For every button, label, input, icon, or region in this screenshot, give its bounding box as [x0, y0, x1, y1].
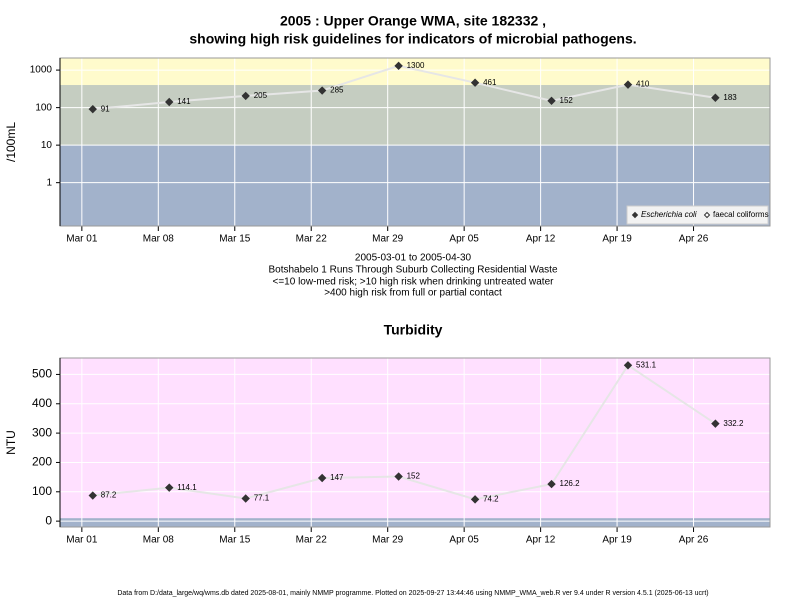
data-point	[547, 96, 556, 105]
y-tick-label: 200	[32, 455, 52, 469]
x-tick-label: Apr 12	[526, 234, 556, 245]
value-label: 74.2	[483, 494, 499, 503]
x-tick-label: Mar 15	[219, 535, 251, 546]
value-label: 285	[330, 86, 344, 95]
data-point	[394, 61, 403, 71]
value-label: 87.2	[101, 491, 117, 500]
y-tick-label: 100	[35, 102, 52, 113]
x-tick-label: Mar 01	[66, 535, 98, 546]
x-tick-label: Mar 08	[143, 234, 175, 245]
y-tick-label: 1000	[30, 65, 53, 76]
data-point	[711, 93, 720, 102]
data-point	[623, 361, 633, 370]
legend-label: faecal coliforms	[713, 210, 769, 219]
data-point	[470, 495, 480, 504]
x-tick-label: Apr 26	[679, 535, 709, 546]
plot-background	[60, 358, 770, 527]
x-tick-label: Mar 01	[66, 234, 98, 245]
x-tick-label: Apr 26	[679, 234, 709, 245]
legend-marker	[631, 211, 639, 219]
value-label: 410	[636, 80, 650, 89]
value-label: 205	[254, 91, 268, 100]
x-tick-label: Apr 12	[526, 535, 556, 546]
y-tick-label: 400	[32, 396, 52, 410]
value-label: 114.1	[177, 483, 197, 492]
data-point	[470, 78, 480, 87]
value-label: 91	[101, 104, 110, 113]
y-tick-label: 100	[32, 484, 52, 498]
value-label: 147	[330, 473, 344, 482]
y-tick-label: 10	[41, 140, 53, 151]
x-tick-label: Apr 19	[602, 535, 632, 546]
value-label: 332.2	[723, 419, 744, 428]
value-label: 461	[483, 78, 497, 87]
x-tick-label: Mar 22	[296, 234, 328, 245]
x-tick-label: Apr 19	[602, 234, 632, 245]
x-tick-label: Mar 22	[296, 535, 328, 546]
data-point	[88, 104, 97, 114]
note: Botshabelo 1 Runs Through Suburb Collect…	[268, 265, 557, 276]
value-label: 152	[560, 96, 574, 105]
value-label: 1300	[407, 61, 425, 70]
value-label: 183	[723, 93, 737, 102]
legend-marker	[703, 211, 711, 219]
y-tick-label: 1	[46, 177, 52, 188]
x-tick-label: Apr 05	[449, 535, 479, 546]
chart-title: Turbidity	[384, 322, 443, 338]
note: 2005-03-01 to 2005-04-30	[355, 253, 472, 264]
risk-band	[60, 85, 770, 146]
data-point	[547, 479, 556, 489]
chart-title: showing high risk guidelines for indicat…	[189, 31, 636, 47]
data-point	[241, 91, 250, 101]
legend-label: Escherichia coli	[641, 210, 697, 219]
data-point	[241, 494, 250, 503]
data-point	[711, 419, 720, 428]
y-tick-label: 300	[32, 425, 52, 439]
data-point	[317, 473, 327, 483]
risk-band	[60, 518, 770, 527]
y-axis-label: NTU	[4, 430, 18, 455]
y-tick-label: 0	[45, 513, 52, 527]
value-label: 77.1	[254, 494, 270, 503]
data-point	[394, 472, 403, 481]
y-tick-label: 500	[32, 367, 52, 381]
chart-title: 2005 : Upper Orange WMA, site 182332 ,	[280, 13, 546, 29]
footer: Data from D:/data_large/wq/wms.db dated …	[117, 590, 708, 597]
data-point	[88, 491, 97, 500]
note: >400 high risk from full or partial cont…	[324, 288, 502, 299]
data-point	[623, 80, 633, 89]
data-point	[317, 86, 327, 95]
legend	[626, 205, 769, 225]
y-axis-label: /100mL	[4, 122, 18, 162]
x-tick-label: Mar 15	[219, 234, 251, 245]
data-point	[165, 97, 174, 107]
value-label: 141	[177, 97, 191, 106]
x-tick-label: Mar 08	[143, 535, 175, 546]
x-tick-label: Apr 05	[449, 234, 479, 245]
value-label: 531.1	[636, 360, 657, 369]
data-point	[165, 483, 174, 492]
x-tick-label: Mar 29	[372, 535, 404, 546]
value-label: 152	[407, 472, 421, 481]
note: <=10 low-med risk; >10 high risk when dr…	[273, 277, 555, 288]
value-label: 126.2	[560, 479, 581, 488]
x-tick-label: Mar 29	[372, 234, 404, 245]
